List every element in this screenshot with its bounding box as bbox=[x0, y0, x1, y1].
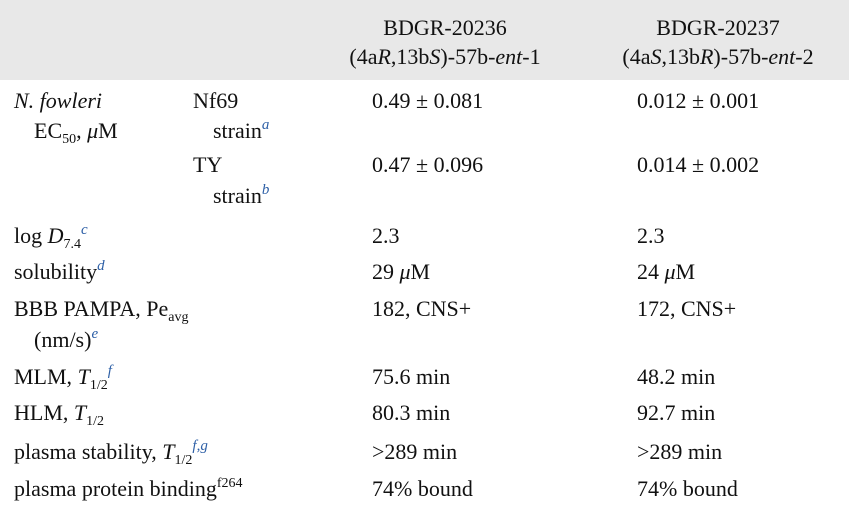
t: )-57b- bbox=[713, 44, 769, 69]
cell: >289 min bbox=[637, 439, 723, 464]
note: e bbox=[91, 326, 99, 342]
cell: 75.6 min bbox=[372, 364, 451, 389]
t: 1/2 bbox=[86, 414, 105, 429]
t: ,13b bbox=[390, 44, 430, 69]
row-label: HLM, T1/2 bbox=[14, 398, 105, 429]
strain-suffix: strainb bbox=[213, 181, 269, 211]
t: strain bbox=[213, 183, 262, 208]
cell: 0.47 ± 0.096 bbox=[372, 152, 484, 177]
t: (nm/s) bbox=[34, 327, 92, 352]
t: M bbox=[98, 118, 118, 143]
t: T bbox=[162, 439, 175, 464]
cell: 29 μM bbox=[372, 257, 430, 287]
strain-suffix: straina bbox=[213, 116, 269, 146]
cell: 92.7 min bbox=[637, 400, 716, 425]
t: D bbox=[47, 223, 64, 248]
cell: 0.012 ± 0.001 bbox=[637, 88, 760, 113]
strain-name: Nf69 bbox=[193, 88, 239, 113]
t: avg bbox=[168, 310, 189, 325]
note: b bbox=[261, 182, 270, 198]
row-label: solubilityd bbox=[14, 257, 105, 287]
col-name: (4aR,13bS)-57b-ent-1 bbox=[295, 42, 595, 72]
cell: 74% bound bbox=[637, 476, 738, 501]
row-label: N. fowleri bbox=[14, 86, 102, 116]
header-band bbox=[0, 0, 849, 80]
t: plasma stability, bbox=[14, 439, 163, 464]
t: 7.4 bbox=[63, 237, 82, 252]
t: M bbox=[675, 259, 696, 284]
t: )-57b- bbox=[440, 44, 496, 69]
t: 29 bbox=[372, 259, 400, 284]
note: d bbox=[97, 258, 105, 274]
t: μ bbox=[399, 259, 411, 284]
t: BBB PAMPA, Pe bbox=[14, 296, 169, 321]
t: -2 bbox=[795, 44, 814, 69]
cell: 48.2 min bbox=[637, 364, 716, 389]
t: μ bbox=[664, 259, 676, 284]
cell: 80.3 min bbox=[372, 400, 451, 425]
t: log bbox=[14, 223, 48, 248]
t: strain bbox=[213, 118, 262, 143]
cell: 182, CNS+ bbox=[372, 296, 472, 321]
t: T bbox=[77, 364, 90, 389]
row-label: EC50, μM bbox=[34, 116, 118, 147]
cell: 0.49 ± 0.081 bbox=[372, 88, 484, 113]
note: a bbox=[261, 117, 270, 133]
row-label: MLM, T1/2f bbox=[14, 362, 112, 393]
t: S bbox=[429, 44, 441, 69]
t: T bbox=[73, 400, 87, 425]
cell: >289 min bbox=[372, 439, 458, 464]
t: HLM, bbox=[14, 400, 74, 425]
t: plasma protein binding bbox=[14, 476, 217, 501]
t: S bbox=[650, 44, 662, 69]
t: , bbox=[76, 118, 88, 143]
t: ent bbox=[495, 44, 523, 69]
t: EC bbox=[34, 118, 63, 143]
row-label: (nm/s)e bbox=[34, 325, 98, 355]
t: -1 bbox=[522, 44, 541, 69]
t: R bbox=[699, 44, 714, 69]
row-label: plasma stability, T1/2f,g bbox=[14, 437, 208, 468]
t: N. fowleri bbox=[14, 88, 103, 113]
cell: 74% bound bbox=[372, 476, 473, 501]
note: f,g bbox=[192, 438, 208, 454]
col-name: (4aS,13bR)-57b-ent-2 bbox=[568, 42, 849, 72]
cell: 0.014 ± 0.002 bbox=[637, 152, 760, 177]
t: ent bbox=[768, 44, 796, 69]
row-label: log D7.4c bbox=[14, 221, 88, 252]
note: f264 bbox=[216, 476, 243, 491]
note: c bbox=[81, 222, 88, 238]
t: M bbox=[410, 259, 431, 284]
col-id: BDGR-20236 bbox=[383, 15, 507, 40]
cell: 2.3 bbox=[372, 223, 400, 248]
t: MLM, bbox=[14, 364, 78, 389]
t: 1/2 bbox=[174, 453, 193, 468]
cell: 2.3 bbox=[637, 223, 665, 248]
cell: 172, CNS+ bbox=[637, 296, 737, 321]
t: 50 bbox=[62, 132, 77, 147]
strain-name: TY bbox=[193, 152, 223, 177]
col-id: BDGR-20237 bbox=[656, 15, 780, 40]
t: ,13b bbox=[661, 44, 700, 69]
t: R bbox=[377, 44, 391, 69]
t: solubility bbox=[14, 259, 98, 284]
t: 24 bbox=[637, 259, 665, 284]
row-label: BBB PAMPA, Peavg bbox=[14, 294, 189, 325]
t: μ bbox=[87, 118, 99, 143]
cell: 24 μM bbox=[637, 257, 695, 287]
row-label: plasma protein bindingf264 bbox=[14, 474, 243, 504]
note: f bbox=[107, 363, 112, 379]
t: (4a bbox=[349, 44, 378, 69]
t: 1/2 bbox=[89, 378, 108, 393]
t: (4a bbox=[622, 44, 651, 69]
